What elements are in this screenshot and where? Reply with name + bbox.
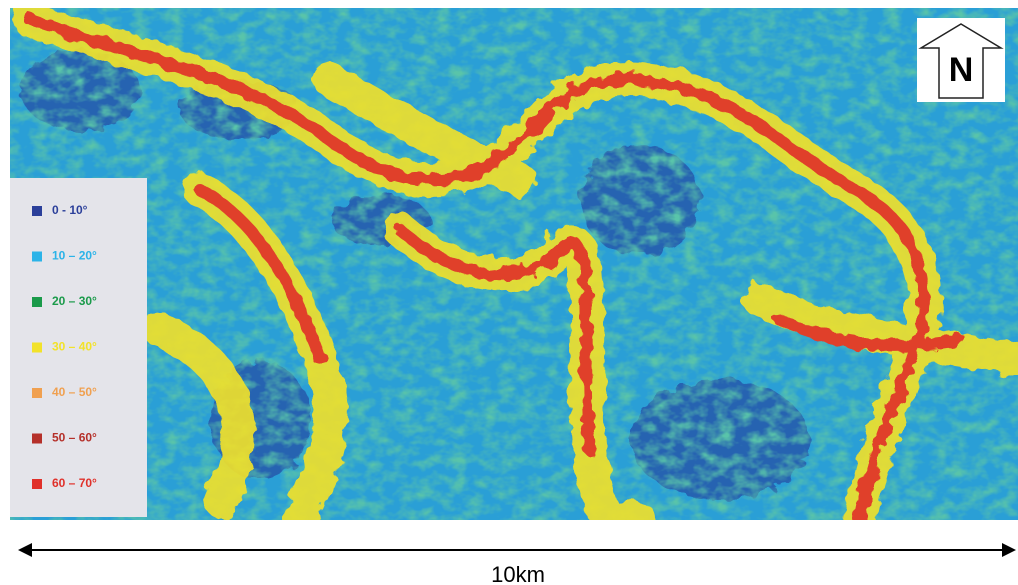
legend-label: 50 – 60°	[52, 431, 97, 445]
scale-label: 10km	[491, 562, 545, 585]
map-area	[10, 8, 1018, 520]
legend-swatch	[32, 388, 42, 398]
legend-label: 10 – 20°	[52, 249, 97, 263]
legend-swatch	[32, 297, 42, 307]
legend-label: 40 – 50°	[52, 385, 97, 399]
legend-swatch	[32, 252, 42, 262]
legend-swatch	[32, 434, 42, 444]
north-label: N	[949, 51, 974, 89]
legend-label: 60 – 70°	[52, 476, 97, 490]
legend-label: 30 – 40°	[52, 340, 97, 354]
page: 0 - 10° 10 – 20° 20 – 30° 30 – 40° 40 – 50° 5…	[0, 0, 1018, 585]
legend-swatch	[32, 206, 42, 216]
legend-label: 20 – 30°	[52, 294, 97, 308]
legend-swatch	[32, 343, 42, 353]
slope-map: 0 - 10° 10 – 20° 20 – 30° 30 – 40° 40 – 50° 5…	[0, 0, 1018, 585]
legend-label: 0 - 10°	[52, 203, 88, 217]
legend-swatch	[32, 479, 42, 489]
